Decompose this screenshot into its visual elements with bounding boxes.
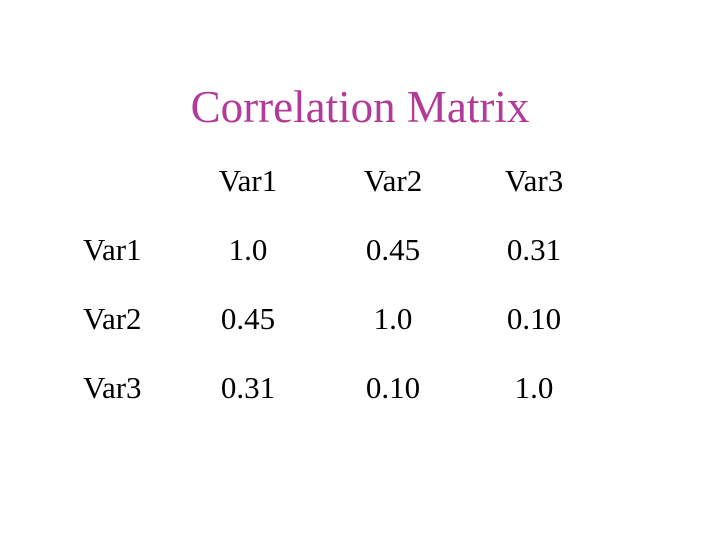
table-corner-cell: [83, 162, 178, 231]
matrix-cell-var3-var2: 0.10: [365, 370, 421, 405]
matrix-cell-var1-var3: 0.31: [506, 232, 562, 267]
row-label-var2: Var2: [83, 301, 142, 336]
matrix-cell-var3-var3: 1.0: [514, 370, 554, 405]
column-header-var2: Var2: [363, 163, 423, 198]
slide-title: Correlation Matrix: [190, 82, 530, 132]
matrix-cell-var2-var2: 1.0: [373, 301, 413, 336]
matrix-cell-var2-var3: 0.10: [506, 301, 562, 336]
correlation-matrix-table: Var1 Var2 Var3 Var1 1.0 0.45 0.31 Var2 0…: [83, 162, 600, 438]
row-label-var1: Var1: [83, 232, 142, 267]
matrix-cell-var1-var2: 0.45: [365, 232, 421, 267]
matrix-cell-var2-var1: 0.45: [220, 301, 276, 336]
matrix-cell-var3-var1: 0.31: [220, 370, 276, 405]
column-header-var3: Var3: [504, 163, 564, 198]
matrix-cell-var1-var1: 1.0: [228, 232, 268, 267]
column-header-var1: Var1: [218, 163, 278, 198]
row-label-var3: Var3: [83, 370, 142, 405]
